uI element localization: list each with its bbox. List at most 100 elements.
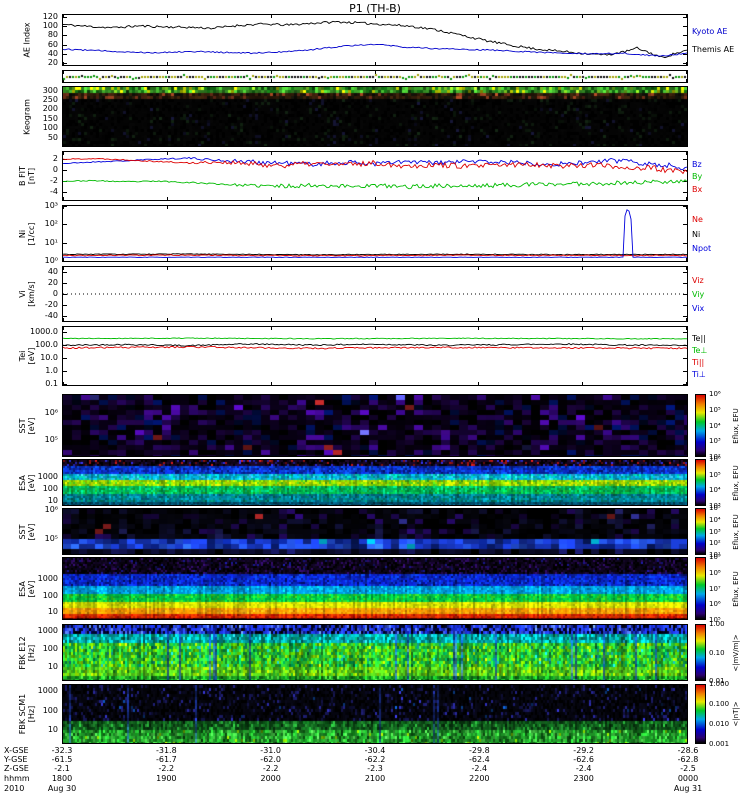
- var-value: -62.6: [573, 755, 595, 764]
- bfit-label-bx: Bx: [692, 184, 703, 194]
- density-ytick: 10¹: [44, 237, 58, 247]
- var-value: -62.4: [468, 755, 490, 764]
- date-left: Aug 30: [47, 784, 77, 793]
- velocity-ytick: 40: [47, 267, 58, 277]
- keogram-ytick: 100: [42, 123, 58, 133]
- sst_ion-cb-tick: 10³: [709, 437, 721, 446]
- esa_ion-cb-unit: Eflux, EFU: [732, 464, 740, 501]
- temperature-ytick: 1.0: [45, 365, 58, 375]
- sst_ion-ytick: 10⁵: [44, 435, 58, 445]
- plot-title: P1 (TH-B): [349, 2, 401, 15]
- ae-series-plot: [63, 20, 687, 59]
- var-value: -2.5: [680, 764, 696, 773]
- esa_ion-plot-area: [62, 459, 688, 506]
- panel-flags: [0, 70, 750, 83]
- fbk_e-ytick: 10: [47, 662, 58, 672]
- esa_ion-spectrogram: [63, 460, 687, 505]
- var-value: -61.7: [155, 755, 177, 764]
- sst_ion-cb-tick: 10⁴: [709, 421, 721, 430]
- fbk_e-spectrogram: [63, 625, 687, 680]
- esa_elec-ytick: 100: [42, 590, 58, 600]
- esa_elec-ytick: 1000: [37, 574, 58, 584]
- density-ytick: 10⁰: [44, 256, 58, 265]
- sst_elec-colorbar: [695, 508, 706, 555]
- temperature-label-te-: Te⊥: [692, 346, 708, 355]
- density-plot-area: [62, 205, 688, 262]
- density-ytick: 10²: [44, 219, 58, 229]
- fbk_scm-spectrogram: [63, 685, 687, 743]
- fbk_scm-plot-area: [62, 684, 688, 744]
- fbk_scm-cb-tick: 0.100: [709, 700, 730, 708]
- sst_elec-ytick: 10⁶: [44, 505, 58, 515]
- fbk_scm-cb-tick: 0.010: [709, 720, 730, 728]
- var-value: -31.0: [260, 746, 282, 755]
- sst_elec-spectrogram: [63, 509, 687, 554]
- esa_elec-cb-tick: 10⁷: [709, 584, 721, 593]
- var-value: -29.2: [573, 746, 595, 755]
- velocity-ytick: 0: [52, 289, 58, 298]
- esa_ion-ytick: 100: [42, 484, 58, 494]
- sst_elec-ytick: 10⁵: [44, 533, 58, 543]
- time-tick-label: 2100: [364, 774, 386, 783]
- temperature-series-plot: [63, 337, 687, 350]
- sst_elec-cb-tick: 10¹: [709, 551, 721, 559]
- esa_elec-cb-tick: 10⁸: [709, 568, 721, 577]
- time-tick-label: 2200: [469, 774, 490, 783]
- sst_elec-cb-tick: 10⁴: [709, 515, 721, 524]
- sst_ion-cb-tick: 10⁶: [709, 390, 721, 398]
- fbk_e-cb-tick: 0.01: [709, 677, 725, 685]
- ae-label-kyoto-ae: Kyoto AE: [692, 27, 728, 37]
- bfit-ytick: -4: [50, 186, 58, 196]
- fbk_scm-cb-unit: <|nT|>: [732, 701, 740, 727]
- sst_ion-colorbar: [695, 394, 706, 457]
- esa_elec-cb-tick: 10⁹: [709, 553, 721, 561]
- sst_ion-cb-tick: 10⁵: [709, 405, 721, 414]
- temperature-ytick: 1000.0: [30, 327, 58, 337]
- esa_ion-cb-tick: 10⁵: [709, 470, 721, 479]
- panel-fbk_e: FBK E12 [Hz] 1000 100 10 1.00 0.10 0.01 <|mV/m|>: [0, 620, 750, 685]
- fbk_scm-ytick: 10: [47, 724, 58, 734]
- sst_ion-spectrogram: [63, 395, 687, 456]
- fbk_e-cb-tick: 1.00: [709, 620, 725, 628]
- var-value: -2.2: [262, 764, 279, 773]
- esa_ion-cb-tick: 10⁶: [709, 455, 721, 463]
- time-tick-label: 1900: [156, 774, 177, 783]
- density-label-ni: Ni: [692, 229, 701, 239]
- bfit-ytick: 0: [52, 164, 58, 174]
- var-label-z-gse: Z-GSE: [4, 764, 29, 773]
- esa_ion-colorbar: [695, 459, 706, 506]
- velocity-ytick: -40: [44, 310, 58, 320]
- var-label-y-gse: Y-GSE: [4, 755, 28, 764]
- sst_elec-cb-tick: 10⁵: [709, 504, 721, 512]
- date-right: Aug 31: [673, 784, 703, 793]
- esa_ion-cb-tick: 10³: [709, 502, 721, 510]
- keogram-ytick: 300: [42, 85, 58, 95]
- temperature-plot-area: [62, 326, 688, 386]
- var-value: -28.6: [677, 746, 699, 755]
- flags-plot-area: [62, 70, 688, 83]
- var-value: -62.0: [260, 755, 282, 764]
- sst_elec-plot-area: [62, 508, 688, 555]
- sst_elec-cb-tick: 10²: [709, 539, 721, 548]
- fbk_e-colorbar: [695, 624, 706, 681]
- panel-fbk_scm: FBK SCM1 [Hz] 1000 100 10 1.000 0.100 0.010 0.00…: [0, 681, 750, 748]
- bfit-ytick: 2: [52, 153, 58, 163]
- sst_elec-cb-tick: 10³: [709, 527, 721, 536]
- temperature-label-te-: Te||: [692, 334, 706, 343]
- sst_ion-cb-tick: 10²: [709, 453, 721, 461]
- time-tick-label: 2000: [260, 774, 281, 783]
- fbk_e-ytick: 1000: [37, 625, 58, 635]
- var-value: -30.4: [364, 746, 386, 755]
- ae-label-themis-ae: Themis AE: [692, 44, 735, 54]
- panel-velocity: Vi [km/s] 40 20 0 -20 -40 Viz Viy Vix: [0, 266, 750, 322]
- keogram-ytick: 150: [42, 113, 58, 123]
- density-ytick: 10³: [44, 201, 58, 210]
- var-value: -2.1: [54, 764, 70, 773]
- velocity-plot-area: [62, 266, 688, 322]
- panel-esa_ion: ESA [eV] 1000 100 10 10⁶ 10⁵ 10⁴ 10³ Eflux, EFU: [0, 455, 750, 510]
- ae-ytick: 60: [47, 39, 58, 49]
- temperature-ytick: 0.1: [45, 378, 58, 388]
- panel-temperature: Tei [eV] 1000.0 100.0 10.0 1.0 0.1 Te|| Te⊥ Ti|| T…: [0, 326, 750, 388]
- temperature-label-ti-: Ti||: [692, 358, 705, 367]
